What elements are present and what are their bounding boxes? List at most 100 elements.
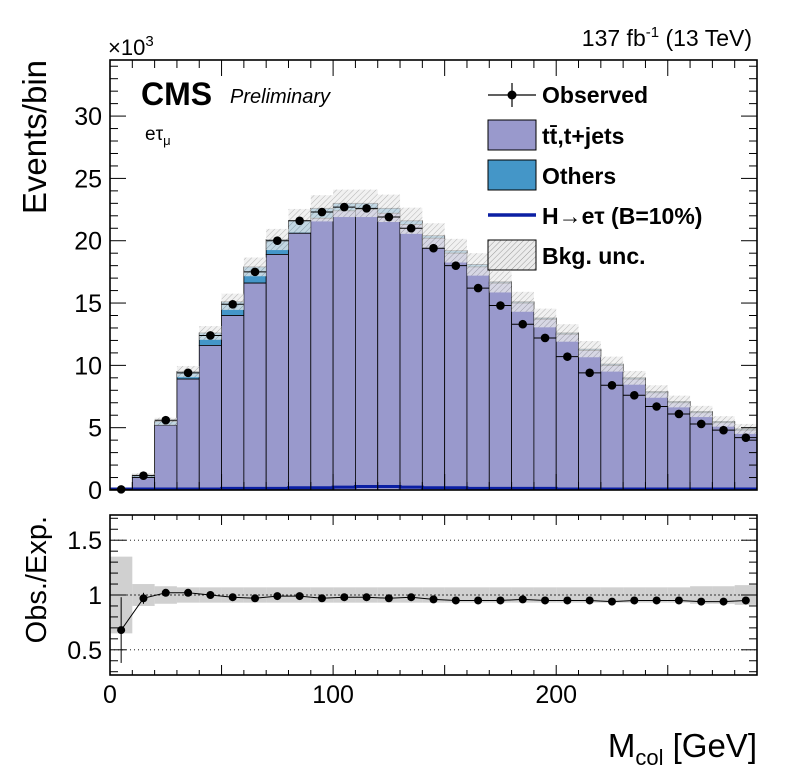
observed-point bbox=[183, 368, 193, 378]
ratio-ytick-label: 1.5 bbox=[67, 527, 102, 555]
ratio-point bbox=[161, 588, 170, 597]
ratio-unc-band bbox=[533, 587, 557, 603]
ratio-point bbox=[407, 593, 416, 602]
unc-band bbox=[489, 271, 512, 293]
signal-line bbox=[110, 485, 757, 491]
ttbar-bar bbox=[265, 254, 289, 491]
ratio-point bbox=[585, 596, 594, 605]
ratio-point bbox=[697, 597, 706, 606]
observed-point bbox=[496, 301, 505, 310]
top-ytick-label: 15 bbox=[74, 290, 102, 318]
unc-band bbox=[556, 324, 579, 342]
legend-others-swatch bbox=[487, 159, 537, 191]
cms-label: CMS bbox=[141, 76, 212, 112]
observed-point bbox=[384, 212, 394, 222]
ratio-point bbox=[184, 588, 193, 597]
observed-point bbox=[429, 243, 438, 253]
top-frame bbox=[109, 59, 758, 491]
axes-layer: 0 5 10 15 20 25 30 0 100 200 0.5 1 1.5 bbox=[67, 59, 758, 709]
unc-band bbox=[645, 385, 668, 398]
observed-point bbox=[362, 204, 371, 213]
unc-band bbox=[578, 341, 601, 358]
legend-unc-label: Bkg. unc. bbox=[542, 243, 646, 269]
ratio-unc-band bbox=[690, 586, 713, 604]
multiplier-label: ×103 bbox=[108, 33, 154, 60]
ratio-data-layer bbox=[117, 588, 750, 663]
ttbar-bar bbox=[377, 212, 401, 491]
ratio-unc-band bbox=[578, 587, 601, 603]
ratio-point bbox=[317, 594, 326, 603]
legend-unc-swatch bbox=[487, 239, 537, 271]
top-data-layer bbox=[110, 202, 757, 494]
preliminary-label: Preliminary bbox=[230, 86, 331, 108]
top-stack-layer bbox=[109, 202, 758, 491]
ratio-point bbox=[139, 594, 148, 603]
ttbar-bar bbox=[288, 232, 312, 491]
unc-band bbox=[400, 207, 423, 234]
ttbar-bar bbox=[243, 282, 267, 491]
ratio-point bbox=[496, 596, 505, 605]
observed-point bbox=[295, 216, 304, 226]
ratio-ytick-label: 1 bbox=[88, 582, 102, 610]
observed-point bbox=[206, 331, 215, 340]
ttbar-bar bbox=[488, 282, 512, 491]
top-ytick-label: 30 bbox=[74, 103, 102, 131]
observed-point bbox=[250, 267, 260, 277]
observed-point bbox=[585, 368, 594, 378]
ratio-point bbox=[206, 591, 215, 599]
legend-signal: H→eτ (B=10%) bbox=[488, 203, 702, 229]
ratio-unc-band bbox=[489, 587, 512, 603]
ttbar-bar bbox=[355, 209, 379, 491]
legend-observed-marker bbox=[507, 90, 517, 100]
ratio-point bbox=[384, 594, 393, 603]
legend-observed: Observed bbox=[488, 82, 648, 108]
legend: Observed tt̄,t+jets Others H→eτ (B=10%) … bbox=[487, 82, 702, 271]
top-ylabel: Events/bin bbox=[16, 60, 53, 214]
unc-band bbox=[511, 291, 534, 312]
observed-point bbox=[696, 419, 706, 429]
unc-band bbox=[355, 189, 378, 218]
observed-point bbox=[674, 409, 684, 419]
observed-point bbox=[228, 299, 238, 309]
observed-point bbox=[741, 433, 751, 442]
ratio-point bbox=[251, 594, 260, 603]
ratio-point bbox=[541, 596, 550, 605]
ratio-point bbox=[563, 596, 572, 605]
observed-point bbox=[406, 223, 416, 233]
top-ytick-label: 0 bbox=[88, 477, 102, 505]
observed-point bbox=[563, 352, 572, 361]
top-ytick-label: 25 bbox=[74, 165, 102, 193]
observed-point bbox=[273, 236, 282, 246]
unc-band bbox=[377, 194, 401, 223]
ratio-ylabel: Obs./Exp. bbox=[21, 516, 53, 643]
observed-point bbox=[451, 261, 461, 270]
unc-band bbox=[600, 356, 624, 372]
ttbar-bar bbox=[466, 266, 490, 491]
observed-point bbox=[629, 390, 639, 400]
observed-point bbox=[473, 283, 483, 293]
ratio-point bbox=[630, 596, 639, 605]
observed-point bbox=[607, 381, 617, 390]
ttbar-bar bbox=[421, 237, 446, 491]
ratio-point bbox=[741, 596, 750, 605]
ttbar-bar bbox=[399, 224, 423, 491]
legend-ttbar-label: tt̄,t+jets bbox=[542, 123, 624, 149]
ratio-point bbox=[474, 596, 483, 605]
observed-point bbox=[317, 207, 327, 217]
xtick-label: 100 bbox=[312, 681, 354, 709]
xtick-label: 0 bbox=[103, 681, 117, 709]
ratio-point bbox=[607, 597, 616, 606]
legend-observed-label: Observed bbox=[542, 82, 648, 108]
ttbar-bar bbox=[176, 378, 200, 491]
xlabel: Mcol [GeV] bbox=[608, 727, 757, 770]
observed-point bbox=[139, 471, 148, 480]
observed-point bbox=[540, 333, 550, 343]
legend-others: Others bbox=[487, 159, 616, 191]
legend-ttbar-swatch bbox=[487, 119, 537, 151]
ttbar-bar bbox=[154, 424, 178, 491]
legend-signal-label: H→eτ (B=10%) bbox=[542, 203, 702, 229]
ratio-point bbox=[273, 592, 282, 601]
unc-band bbox=[533, 308, 557, 328]
ratio-point bbox=[340, 593, 349, 602]
